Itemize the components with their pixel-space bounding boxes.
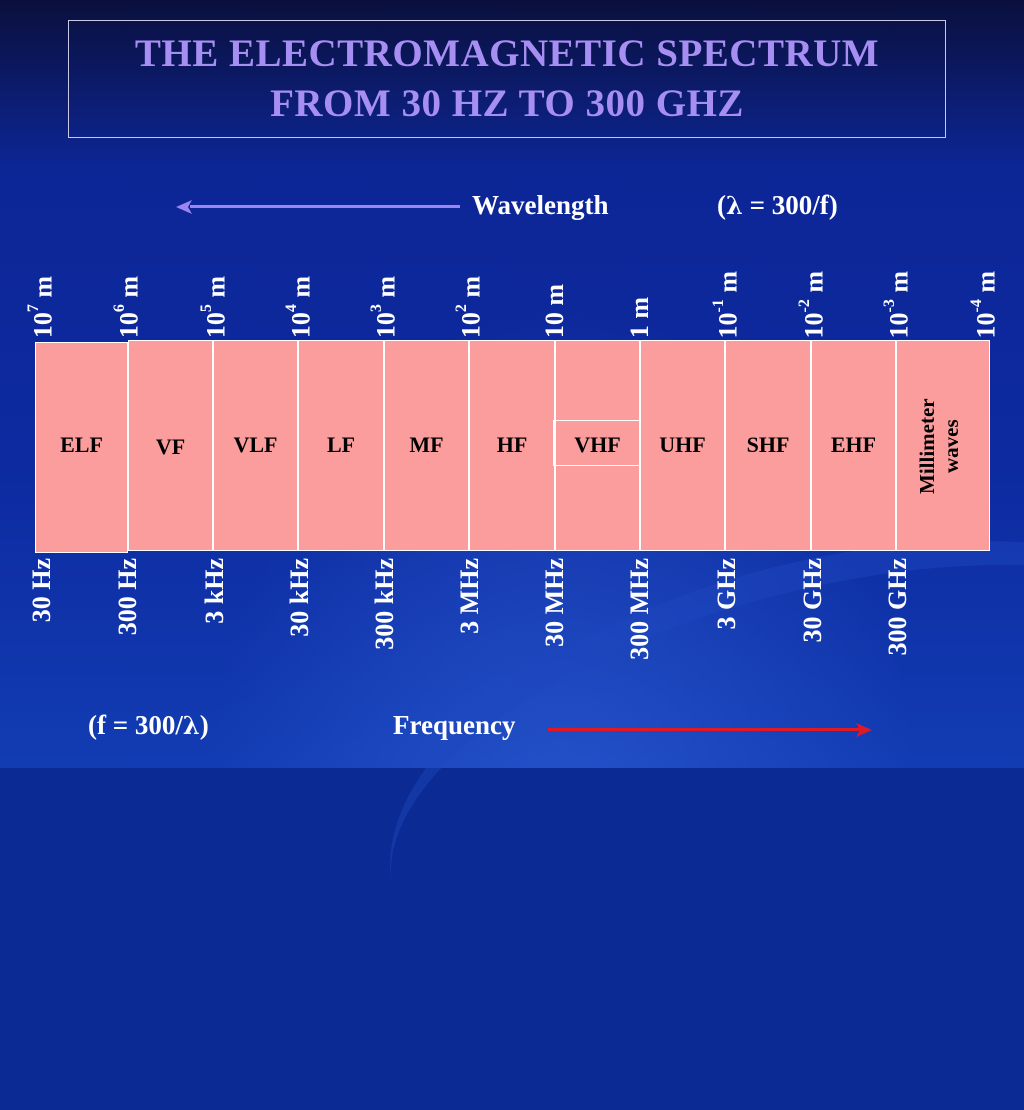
wavelength-tick-label: 106 m (111, 275, 144, 338)
band-label: LF (326, 432, 356, 457)
frequency-tick-label: 30 Hz (27, 558, 56, 623)
band-elf: ELF (35, 342, 128, 553)
band-label: ELF (60, 432, 103, 457)
wavelength-tick-label: 102 m (453, 275, 486, 338)
wavelength-tick-label: 105 m (198, 275, 231, 338)
wavelength-tick-label: 10 m (540, 283, 569, 338)
arrow-left-icon (176, 200, 192, 214)
frequency-tick-label: 300 Hz (113, 558, 142, 636)
frequency-tick-label: 3 MHz (455, 558, 484, 634)
band-label: Millimeter waves (915, 398, 963, 494)
wavelength-tick-label: 10-4 m (968, 270, 1001, 339)
band-label: SHF (746, 432, 790, 457)
arrow-right-icon (856, 723, 872, 737)
band-vlf: VLF (213, 340, 298, 551)
frequency-tick-label: 3 GHz (712, 558, 741, 630)
band-vhf: VHF (555, 340, 640, 551)
wavelength-tick-label: 104 m (283, 275, 316, 338)
frequency-tick-label: 300 GHz (883, 558, 912, 656)
band-uhf: UHF (640, 340, 725, 551)
wavelength-tick-label: 107 m (25, 275, 58, 338)
band-ehf: EHF (811, 340, 896, 551)
band-lf: LF (298, 340, 384, 551)
title-box: THE ELECTROMAGNETIC SPECTRUM FROM 30 HZ … (68, 20, 946, 138)
band-label: VHF (574, 432, 621, 457)
band-shf: SHF (725, 340, 811, 551)
band-label: MF (409, 432, 444, 457)
band-label: HF (496, 432, 528, 457)
band-label: VLF (233, 432, 278, 457)
frequency-tick-label: 300 kHz (370, 558, 399, 650)
band-seam (553, 420, 641, 466)
wavelength-formula: (λ = 300/f) (717, 190, 838, 220)
frequency-formula: (f = 300/λ) (88, 710, 209, 740)
wavelength-tick-label: 10-1 m (710, 270, 743, 339)
frequency-tick-label: 30 kHz (285, 558, 314, 637)
frequency-tick-label: 30 GHz (798, 558, 827, 643)
frequency-label: Frequency (393, 710, 516, 740)
band-vf: VF (128, 340, 213, 551)
frequency-tick-label: 300 MHz (625, 558, 654, 660)
wavelength-tick-label: 10-3 m (881, 270, 914, 339)
title-line-2: FROM 30 HZ TO 300 GHZ (270, 82, 744, 125)
band-label: EHF (830, 432, 877, 457)
wavelength-tick-label: 10-2 m (796, 270, 829, 339)
band-mf: MF (384, 340, 469, 551)
frequency-tick-label: 30 MHz (540, 558, 569, 647)
band-hf: HF (469, 340, 555, 551)
title-line-1: THE ELECTROMAGNETIC SPECTRUM (134, 32, 880, 75)
band-millimeter-waves: Millimeter waves (896, 340, 990, 551)
band-label: VF (155, 434, 186, 459)
band-label: UHF (659, 432, 706, 457)
wavelength-label: Wavelength (472, 190, 609, 220)
wavelength-tick-label: 103 m (368, 275, 401, 338)
wavelength-tick-label: 1 m (625, 296, 654, 338)
frequency-tick-label: 3 kHz (200, 558, 229, 624)
